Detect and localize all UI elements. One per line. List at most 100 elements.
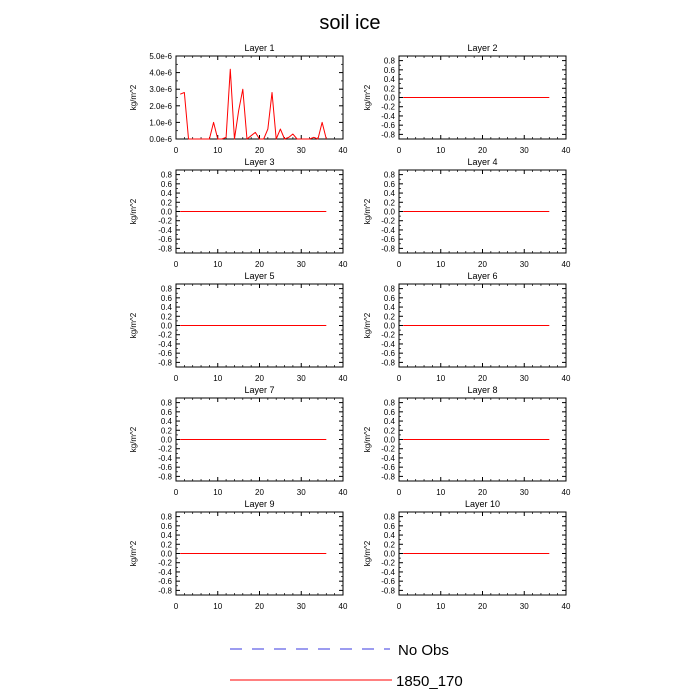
x-tick-label: 20 [255,602,264,611]
y-tick-label: -0.8 [158,586,172,595]
y-axis-label: kg/m^2 [129,540,138,566]
legend-label-1850-170: 1850_170 [396,673,463,690]
y-tick-label: -0.2 [381,331,395,340]
plot-frame [175,55,344,140]
y-tick-label: -0.6 [158,349,172,358]
y-tick-label: -0.2 [158,217,172,226]
x-tick-label: 0 [174,488,179,497]
panel-title: Layer 7 [244,385,274,395]
panel-layer-2: Layer 20 10 20 30 400.80.60.40.20.0-0.2-0.4-… [363,43,571,155]
y-tick-label: -0.4 [158,568,172,577]
x-tick-label: 40 [339,602,348,611]
x-tick-label: 20 [255,146,264,155]
y-tick-label: -0.2 [158,331,172,340]
x-tick-label: 40 [562,260,571,269]
y-tick-label: 5.0e-6 [149,52,172,61]
panel-title: Layer 4 [467,157,497,167]
y-tick-label: 1.0e-6 [149,118,172,127]
y-tick-label: -0.8 [158,358,172,367]
y-tick-label: 0.6 [384,522,396,531]
y-tick-label: -0.8 [158,472,172,481]
y-axis-label: kg/m^2 [129,426,138,452]
x-tick-label: 0 [397,374,402,383]
y-tick-label: -0.2 [158,559,172,568]
panels-group: Layer 10 10 20 30 400.0e-61.0e-62.0e-63.0e-6… [129,43,571,611]
x-tick-label: 30 [297,260,306,269]
y-tick-label: 0.8 [161,513,173,522]
x-tick-label: 30 [297,602,306,611]
y-tick-label: -0.4 [381,454,395,463]
y-tick-label: 0.4 [161,189,173,198]
y-tick-label: 0.2 [161,426,173,435]
y-tick-label: -0.8 [381,358,395,367]
x-tick-label: 40 [562,488,571,497]
y-tick-label: 0.0 [161,322,173,331]
y-tick-label: 0.2 [384,312,396,321]
y-tick-label: -0.2 [381,559,395,568]
y-tick-label: 0.6 [384,180,396,189]
y-tick-label: 0.0 [384,322,396,331]
y-tick-label: 0.6 [161,294,173,303]
y-tick-label: 0.8 [384,171,396,180]
y-tick-label: 0.0 [161,436,173,445]
panel-layer-4: Layer 40 10 20 30 400.80.60.40.20.0-0.2-0.4-… [363,157,571,269]
x-tick-label: 20 [478,260,487,269]
y-tick-label: -0.6 [381,463,395,472]
x-tick-label: 40 [339,260,348,269]
y-axis-label: kg/m^2 [363,426,372,452]
y-tick-label: 0.8 [384,285,396,294]
y-tick-label: -0.8 [158,244,172,253]
y-tick-label: 0.0 [384,436,396,445]
y-tick-label: 0.8 [161,171,173,180]
figure-title: soil ice [319,12,380,34]
x-tick-label: 40 [562,146,571,155]
y-tick-label: -0.4 [381,568,395,577]
y-tick-label: 0.4 [384,189,396,198]
x-tick-label: 20 [255,488,264,497]
y-tick-label: -0.2 [381,217,395,226]
x-tick-label: 30 [520,488,529,497]
y-tick-label: 0.8 [161,399,173,408]
x-tick-label: 10 [213,488,222,497]
x-tick-label: 0 [174,374,179,383]
panel-layer-10: Layer 10 0 10 20 30 40 0.80.60.40.20.0-0.2-0.4… [363,499,571,611]
y-tick-label: -0.4 [381,112,395,121]
y-tick-label: 0.6 [384,66,396,75]
y-tick-label: -0.4 [381,226,395,235]
x-tick-label: 10 [436,602,445,611]
panel-title: Layer 1 [244,43,274,53]
x-tick-label: 20 [478,374,487,383]
y-tick-label: -0.4 [158,226,172,235]
x-tick-label: 0 [174,146,179,155]
y-tick-label: 0.0 [384,208,396,217]
y-tick-label: 0.6 [384,408,396,417]
x-tick-label: 40 [339,488,348,497]
y-axis-label: kg/m^2 [129,198,138,224]
y-tick-label: -0.4 [158,454,172,463]
panel-title: Layer 8 [467,385,497,395]
y-tick-label: 0.8 [384,399,396,408]
y-tick-label: 0.0 [161,550,173,559]
panel-layer-8: Layer 80 10 20 30 400.80.60.40.20.0-0.2-0.4-… [363,385,571,497]
legend: No Obs 1850_170 [230,642,463,690]
y-tick-label: -0.6 [158,235,172,244]
x-tick-label: 10 [213,146,222,155]
x-tick-label: 20 [255,260,264,269]
y-axis-label: kg/m^2 [363,312,372,338]
panel-layer-3: Layer 30 10 20 30 400.80.60.40.20.0-0.2-0.4-… [129,157,348,269]
x-tick-label: 20 [478,602,487,611]
panel-layer-1: Layer 1 0 10 20 30 40 0.0e-6 1.0e-6 2.0e-6 3.0e-6… [129,43,348,155]
panel-layer-7: Layer 70 10 20 30 400.80.60.40.20.0-0.2-0.4-… [129,385,348,497]
y-tick-label: 0.2 [161,312,173,321]
x-tick-label: 10 [436,146,445,155]
y-axis-label: kg/m^2 [363,198,372,224]
panel-layer-6: Layer 60 10 20 30 400.80.60.40.20.0-0.2-0.4-… [363,271,571,383]
y-axis-label: kg/m^2 [129,312,138,338]
x-tick-label: 0 [397,146,402,155]
x-tick-label: 0 [397,488,402,497]
y-tick-label: 0.6 [161,180,173,189]
panel-title: Layer 6 [467,271,497,281]
y-tick-label: 0.4 [384,417,396,426]
x-tick-label: 10 [436,260,445,269]
